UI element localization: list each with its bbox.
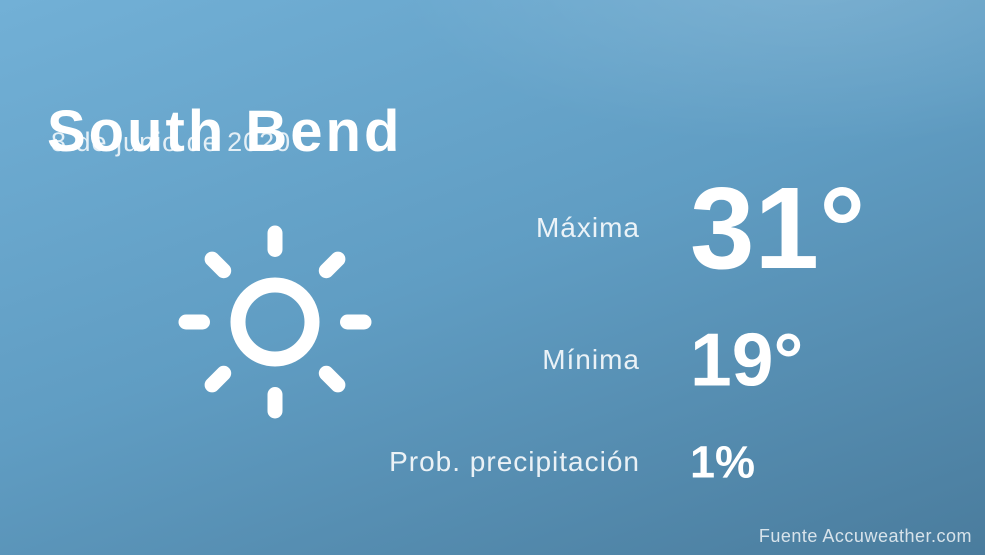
precip-prob-label: Prob. precipitación (389, 446, 640, 477)
min-temp-label: Mínima (542, 344, 640, 375)
page-title: South Bend (47, 98, 403, 164)
min-temp-value: 19° (690, 317, 804, 402)
sun-icon (178, 225, 372, 419)
max-temp-value: 31° (690, 163, 866, 293)
source-attribution: Fuente Accuweather.com (758, 526, 972, 546)
max-temp-label: Máxima (535, 212, 640, 243)
precip-prob-value: 1% (690, 436, 756, 488)
date-label: 8 de junio de 2020 (51, 127, 292, 157)
